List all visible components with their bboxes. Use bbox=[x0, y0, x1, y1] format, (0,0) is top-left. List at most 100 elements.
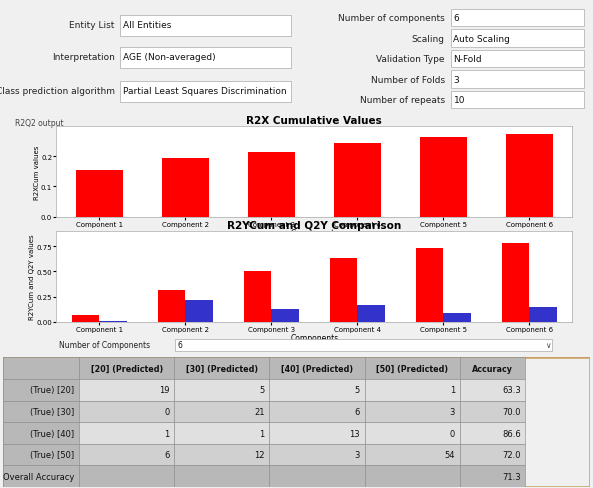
Bar bbox=[3, 444, 79, 466]
Legend: R2: R2 bbox=[302, 271, 327, 282]
Bar bbox=[365, 401, 460, 422]
Bar bbox=[502, 244, 529, 322]
Bar bbox=[174, 379, 269, 401]
Text: 72.0: 72.0 bbox=[502, 450, 521, 459]
Bar bbox=[451, 10, 584, 27]
Text: 6: 6 bbox=[355, 407, 360, 416]
Bar bbox=[506, 134, 553, 217]
Text: 12: 12 bbox=[254, 450, 265, 459]
Bar bbox=[79, 379, 174, 401]
Bar bbox=[365, 422, 460, 444]
X-axis label: Components: Components bbox=[290, 229, 339, 238]
Bar bbox=[120, 17, 291, 38]
Bar bbox=[79, 422, 174, 444]
Bar bbox=[451, 30, 584, 48]
Bar bbox=[451, 51, 584, 68]
Text: [20] (Predicted): [20] (Predicted) bbox=[91, 364, 163, 373]
Text: Number of Components: Number of Components bbox=[59, 341, 150, 349]
Bar bbox=[460, 466, 525, 487]
Y-axis label: R2XCum values: R2XCum values bbox=[34, 145, 40, 199]
Text: 19: 19 bbox=[159, 386, 170, 394]
Bar bbox=[120, 48, 291, 69]
Text: 6: 6 bbox=[164, 450, 170, 459]
Bar bbox=[451, 91, 584, 109]
Bar bbox=[365, 444, 460, 466]
Text: [40] (Predicted): [40] (Predicted) bbox=[281, 364, 353, 373]
Text: 10: 10 bbox=[454, 96, 465, 105]
Text: R2Q2 output: R2Q2 output bbox=[15, 118, 63, 127]
Text: 3: 3 bbox=[449, 407, 455, 416]
Text: Validation Type: Validation Type bbox=[376, 55, 445, 64]
Bar bbox=[79, 358, 174, 379]
Text: Entity List: Entity List bbox=[69, 21, 114, 30]
Bar bbox=[269, 358, 365, 379]
Legend: R2, Q2: R2, Q2 bbox=[290, 381, 339, 391]
Text: 86.6: 86.6 bbox=[502, 428, 521, 438]
Bar bbox=[271, 309, 299, 322]
Text: (True) [50]: (True) [50] bbox=[30, 450, 75, 459]
Bar bbox=[174, 444, 269, 466]
Text: 1: 1 bbox=[260, 428, 265, 438]
Bar bbox=[3, 422, 79, 444]
Text: Class prediction algorithm: Class prediction algorithm bbox=[0, 86, 114, 96]
Text: 63.3: 63.3 bbox=[502, 386, 521, 394]
Bar bbox=[175, 339, 551, 351]
Text: 13: 13 bbox=[349, 428, 360, 438]
Bar bbox=[443, 313, 471, 322]
Text: Partial Least Squares Discrimination: Partial Least Squares Discrimination bbox=[123, 86, 287, 96]
Text: 71.3: 71.3 bbox=[502, 472, 521, 481]
Bar bbox=[3, 379, 79, 401]
Bar bbox=[269, 422, 365, 444]
Text: (True) [20]: (True) [20] bbox=[30, 386, 75, 394]
Text: Interpretation: Interpretation bbox=[52, 53, 114, 62]
Text: Auto Scaling: Auto Scaling bbox=[454, 35, 511, 43]
Text: 1: 1 bbox=[164, 428, 170, 438]
Bar bbox=[162, 159, 209, 217]
Text: 70.0: 70.0 bbox=[502, 407, 521, 416]
Bar bbox=[99, 321, 127, 322]
Bar bbox=[120, 81, 291, 102]
Text: 3: 3 bbox=[355, 450, 360, 459]
Text: AGE (Non-averaged): AGE (Non-averaged) bbox=[123, 53, 216, 62]
Text: 0: 0 bbox=[164, 407, 170, 416]
Title: R2YCum and Q2Y Comparison: R2YCum and Q2Y Comparison bbox=[227, 221, 401, 231]
Bar bbox=[185, 300, 213, 322]
Bar bbox=[330, 259, 357, 322]
Bar bbox=[269, 401, 365, 422]
Bar bbox=[365, 379, 460, 401]
Bar bbox=[460, 358, 525, 379]
Text: Accuracy: Accuracy bbox=[472, 364, 513, 373]
Bar bbox=[420, 138, 467, 217]
Text: 6: 6 bbox=[177, 341, 183, 349]
Bar bbox=[79, 466, 174, 487]
Bar bbox=[3, 401, 79, 422]
Y-axis label: R2YCum and Q2Y values: R2YCum and Q2Y values bbox=[29, 234, 35, 320]
Bar bbox=[269, 379, 365, 401]
Bar bbox=[248, 152, 295, 217]
Bar bbox=[460, 379, 525, 401]
Text: 5: 5 bbox=[260, 386, 265, 394]
Bar bbox=[79, 401, 174, 422]
Bar bbox=[174, 422, 269, 444]
Text: 5: 5 bbox=[355, 386, 360, 394]
Text: 1: 1 bbox=[449, 386, 455, 394]
Bar bbox=[244, 272, 271, 322]
Bar bbox=[3, 466, 79, 487]
Bar bbox=[357, 305, 385, 322]
Bar bbox=[174, 358, 269, 379]
Bar bbox=[72, 315, 99, 322]
Bar bbox=[451, 71, 584, 89]
Bar bbox=[460, 401, 525, 422]
Bar bbox=[529, 307, 557, 322]
Text: 21: 21 bbox=[254, 407, 265, 416]
Text: All Entities: All Entities bbox=[123, 21, 172, 30]
Bar bbox=[416, 249, 443, 322]
Text: Number of components: Number of components bbox=[338, 14, 445, 23]
Text: (True) [30]: (True) [30] bbox=[30, 407, 75, 416]
X-axis label: Components: Components bbox=[290, 334, 339, 343]
Text: N-Fold: N-Fold bbox=[454, 55, 482, 64]
Text: (True) [40]: (True) [40] bbox=[30, 428, 75, 438]
Bar bbox=[334, 143, 381, 217]
Bar bbox=[460, 444, 525, 466]
Bar bbox=[269, 444, 365, 466]
